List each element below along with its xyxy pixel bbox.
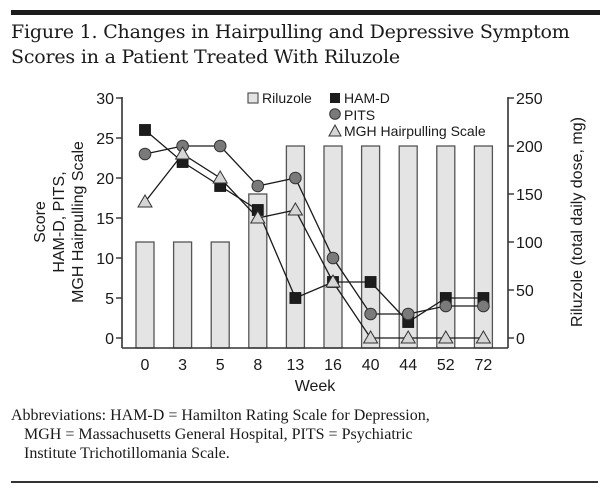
legend-label-riluzole: Riluzole [262, 90, 312, 106]
x-tick-label: 5 [216, 357, 225, 374]
x-tick-label: 52 [437, 357, 455, 374]
chart: 0 5 10 15 20 25 30 0 50 100 150 200 250 0 3 5 8 13 16 40 4… [32, 90, 586, 395]
mgh-marker [249, 210, 266, 224]
right-tick-label: 100 [516, 235, 543, 252]
pits-marker [326, 251, 340, 265]
x-tick-label: 3 [178, 357, 187, 374]
top-rule [11, 10, 600, 15]
left-tick-label: 0 [105, 331, 114, 348]
left-tick-label: 20 [96, 171, 114, 188]
mgh-marker [212, 170, 229, 184]
pits-marker [289, 171, 302, 185]
riluzole-bar [135, 241, 155, 349]
mgh-marker [400, 330, 417, 344]
right-axis-ticks: 0 50 100 150 200 250 [508, 91, 543, 348]
left-axis-label: Score HAM-D, PITS, MGH Hairpulling Scale [32, 141, 87, 303]
mgh-marker [287, 202, 304, 216]
riluzole-bar [172, 241, 193, 349]
mgh-marker [174, 146, 191, 160]
hamd-marker [289, 292, 302, 304]
score-lines [144, 129, 484, 339]
pits-marker [477, 299, 490, 313]
legend-swatch-riluzole [247, 92, 259, 104]
x-axis-label: Week [295, 378, 337, 395]
legend-label-mgh: MGH Hairpulling Scale [344, 123, 486, 139]
left-tick-label: 25 [96, 131, 114, 148]
right-tick-label: 0 [516, 331, 525, 348]
legend-label-hamd: HAM-D [344, 90, 390, 106]
left-axis-label-line-1: Score [32, 201, 49, 243]
right-tick-label: 200 [516, 139, 543, 156]
left-tick-label: 15 [96, 211, 114, 228]
figure-title-line-2: Scores in a Patient Treated With Riluzol… [11, 46, 400, 68]
pits-marker [364, 307, 377, 321]
pits-marker [439, 299, 453, 313]
score-markers [137, 124, 492, 344]
mgh-marker [437, 330, 454, 344]
riluzole-bar [210, 241, 230, 349]
hamd-marker [139, 124, 151, 136]
right-tick-label: 250 [516, 91, 543, 108]
x-tick-label: 72 [475, 357, 493, 374]
x-tick-label: 16 [324, 357, 342, 374]
pits-marker [251, 179, 265, 193]
x-tick-label: 44 [399, 357, 417, 374]
mgh-marker [137, 194, 153, 208]
riluzole-bar [473, 145, 494, 349]
right-tick-label: 150 [516, 187, 543, 204]
left-tick-label: 30 [96, 91, 114, 108]
pits-marker [213, 139, 227, 153]
footnote-line-1: Abbreviations: HAM-D = Hamilton Rating S… [11, 407, 430, 424]
legend-swatch-pits [329, 108, 341, 120]
footnote-line-3: Institute Trichotillomania Scale. [24, 445, 230, 462]
x-axis-tick-labels: 0 3 5 8 13 16 40 44 52 72 [141, 357, 493, 374]
legend: Riluzole HAM-D PITS MGH Hairpulling Scal… [247, 90, 486, 139]
left-tick-label: 10 [96, 251, 114, 268]
left-axis-label-line-2: HAM-D, PITS, [51, 171, 68, 272]
hamd-marker [364, 276, 377, 288]
line-mgh-hairpulling-scale [144, 153, 484, 339]
pits-marker [401, 307, 415, 321]
x-tick-label: 8 [253, 357, 262, 374]
mgh-marker [475, 330, 492, 344]
legend-label-pits: PITS [344, 107, 375, 123]
bottom-rule [11, 481, 598, 483]
x-tick-label: 0 [141, 357, 150, 374]
figure-title-line-1: Figure 1. Changes in Hairpulling and Dep… [11, 21, 570, 43]
footnote-line-2: MGH = Massachusetts General Hospital, PI… [24, 426, 413, 443]
right-axis-label: Riluzole (total daily dose, mg) [569, 117, 586, 327]
legend-swatch-hamd [330, 93, 340, 103]
mgh-marker [362, 330, 379, 344]
x-tick-label: 40 [362, 357, 380, 374]
line-pits [144, 145, 484, 315]
figure-title: Figure 1. Changes in Hairpulling and Dep… [11, 20, 600, 70]
mgh-marker [325, 274, 341, 288]
axes [121, 97, 509, 349]
legend-swatch-mgh [328, 123, 342, 137]
right-tick-label: 50 [516, 283, 534, 300]
riluzole-bar [323, 145, 343, 349]
footnote: Abbreviations: HAM-D = Hamilton Rating S… [11, 406, 591, 463]
riluzole-bar [436, 145, 456, 349]
left-axis-ticks: 0 5 10 15 20 25 30 [96, 91, 122, 348]
pits-marker [138, 147, 152, 161]
x-tick-label: 13 [287, 357, 305, 374]
left-axis-label-line-3: MGH Hairpulling Scale [70, 141, 87, 303]
right-axis-label-text: Riluzole (total daily dose, mg) [569, 117, 586, 327]
line-ham-d [144, 129, 484, 323]
left-tick-label: 5 [105, 291, 114, 308]
